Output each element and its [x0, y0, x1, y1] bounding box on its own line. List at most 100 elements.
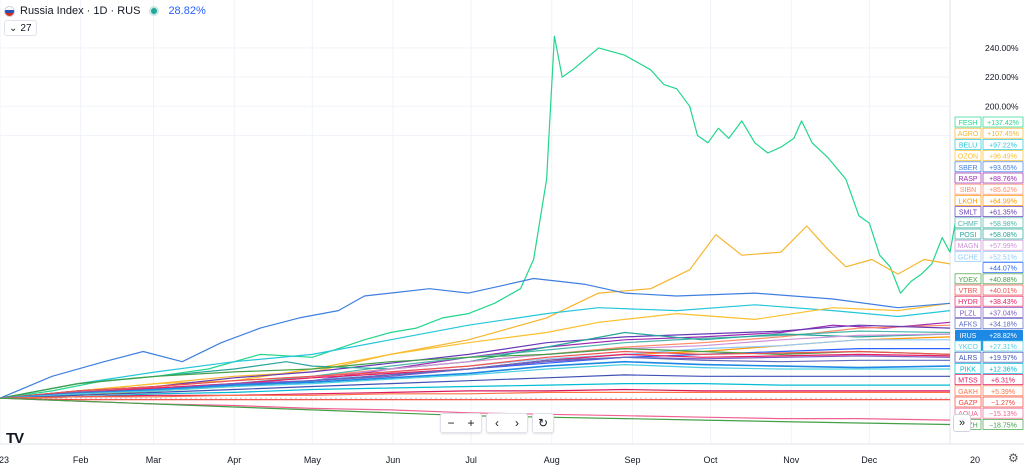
- value-box: [982, 307, 1024, 318]
- value-box: [982, 239, 1024, 251]
- scroll-right-button[interactable]: ›: [515, 416, 519, 430]
- series-value-label: +37.04%: [989, 310, 1017, 317]
- name-box: [954, 307, 982, 318]
- indicators-count: 27: [20, 22, 32, 34]
- name-box: [954, 161, 982, 173]
- x-tick-label: Mar: [146, 455, 162, 465]
- x-tick-label: Jul: [465, 455, 477, 465]
- series-legend-magn[interactable]: MAGN +57.99%: [954, 239, 1024, 251]
- value-box: [982, 116, 1024, 128]
- series-line-alrs: [0, 374, 950, 399]
- value-box: [982, 419, 1024, 430]
- series-name-label: SMLT: [959, 210, 978, 217]
- value-box: [982, 195, 1024, 206]
- series-legend-gche[interactable]: GCHE +52.51%: [954, 251, 1024, 262]
- name-box: [954, 239, 982, 251]
- series-name-label: MAGN: [958, 243, 979, 250]
- series-legend-gakh[interactable]: GAKH +5.39%: [954, 385, 1024, 397]
- name-box: [954, 127, 982, 139]
- series-value-label: +96.49%: [989, 154, 1017, 161]
- value-box: [982, 183, 1024, 195]
- series-legend-chmf[interactable]: CHMF +58.98%: [954, 217, 1024, 229]
- value-box: [982, 363, 1024, 374]
- x-tick-label: Oct: [704, 455, 719, 465]
- series-name-label: OZON: [958, 154, 978, 161]
- name-box: [954, 195, 982, 206]
- russia-flag-icon: [4, 5, 15, 17]
- value-box: [982, 396, 1024, 408]
- value-box: [982, 262, 1024, 273]
- name-box: [954, 139, 982, 150]
- series-legend-hydr[interactable]: HYDR +38.43%: [954, 295, 1024, 307]
- name-box: [954, 206, 982, 217]
- x-tick-label: Jun: [386, 455, 401, 465]
- series-legend-pikk[interactable]: PIKK +12.36%: [954, 363, 1024, 374]
- series-value-label: +57.99%: [989, 243, 1017, 250]
- value-box: [982, 217, 1024, 229]
- series-name-label: GCHE: [958, 254, 979, 261]
- series-legend-afks[interactable]: AFKS +34.18%: [954, 318, 1024, 329]
- series-value-label: +93.65%: [989, 165, 1017, 172]
- name-box: [954, 351, 982, 363]
- series-legend-agro[interactable]: AGRO +107.45%: [954, 127, 1024, 139]
- series-legend-ykco[interactable]: YKCO +27.31%: [954, 340, 1024, 352]
- series-value-label: +61.35%: [989, 210, 1017, 217]
- indicators-collapse-button[interactable]: ⌄ 27: [4, 20, 37, 36]
- series-value-label: +12.36%: [989, 366, 1017, 373]
- series-value-label: +88.76%: [989, 176, 1017, 183]
- series-legend-gazp[interactable]: GAZP −1.27%: [954, 396, 1024, 408]
- series-legend-lkoh[interactable]: LKOH +64.99%: [954, 195, 1024, 206]
- series-legend-sber[interactable]: SBER +93.65%: [954, 161, 1024, 173]
- expand-labels-button[interactable]: »: [953, 414, 971, 432]
- series-value-label: +38.43%: [989, 299, 1017, 306]
- series-legend-ozon[interactable]: OZON +96.49%: [954, 150, 1024, 161]
- value-box: [982, 284, 1024, 296]
- series-legend-smlt[interactable]: SMLT +61.35%: [954, 206, 1024, 217]
- series-line-fesh: [0, 35, 956, 399]
- series-legend-fesh[interactable]: FESH +137.42%: [954, 116, 1024, 128]
- name-box: [954, 363, 982, 374]
- series-legend-unnamed-13[interactable]: +44.07%: [982, 262, 1024, 273]
- series-name-label: BELU: [959, 142, 977, 149]
- symbol-title[interactable]: Russia Index · 1D · RUS: [20, 5, 141, 17]
- gear-icon[interactable]: ⚙: [1008, 451, 1019, 465]
- y-tick-label: 220.00%: [985, 72, 1019, 82]
- value-box: [982, 127, 1024, 139]
- series-name-label: YKCO: [958, 344, 978, 351]
- x-tick-label: May: [304, 455, 322, 465]
- series-value-label: +64.99%: [989, 198, 1017, 205]
- value-box: [982, 172, 1024, 184]
- scroll-left-button[interactable]: ‹: [495, 416, 499, 430]
- tradingview-logo[interactable]: TV: [6, 430, 24, 447]
- zoom-out-button[interactable]: −: [447, 416, 455, 430]
- value-box: [982, 139, 1024, 150]
- y-tick-label: 240.00%: [985, 43, 1019, 53]
- series-line-sber: [0, 277, 951, 399]
- series-name-label: SBER: [958, 165, 977, 172]
- value-box: [982, 318, 1024, 329]
- series-value-label: +27.31%: [989, 344, 1017, 351]
- series-legend-mtss[interactable]: MTSS +6.31%: [954, 374, 1024, 385]
- series-value-label: +28.82%: [989, 333, 1017, 340]
- x-tick-label: 20: [970, 455, 980, 465]
- zoom-in-button[interactable]: +: [467, 416, 475, 430]
- series-legend-rasp[interactable]: RASP +88.76%: [954, 172, 1024, 184]
- name-box: [954, 217, 982, 229]
- series-legend-belu[interactable]: BELU +97.22%: [954, 139, 1024, 150]
- series-legend-alrs[interactable]: ALRS +19.97%: [954, 351, 1024, 363]
- series-legend-sibn[interactable]: SIBN +85.62%: [954, 183, 1024, 195]
- value-box: [982, 374, 1024, 385]
- series-value-label: +137.42%: [987, 120, 1019, 127]
- series-legend-ydex[interactable]: YDEX +40.88%: [954, 273, 1024, 285]
- name-box: [954, 340, 982, 352]
- series-value-label: +34.18%: [989, 322, 1017, 329]
- series-name-label: LKOH: [958, 198, 977, 205]
- series-name-label: CHMF: [958, 221, 978, 228]
- series-legend-plzl[interactable]: PLZL +37.04%: [954, 307, 1024, 318]
- series-legend-vtbr[interactable]: VTBR +40.01%: [954, 284, 1024, 296]
- series-name-label: IRUS: [960, 333, 977, 340]
- reset-chart-button[interactable]: ↻: [537, 416, 549, 430]
- series-legend-posi[interactable]: POSI +58.08%: [954, 228, 1024, 240]
- market-status-dot-icon: [151, 8, 158, 14]
